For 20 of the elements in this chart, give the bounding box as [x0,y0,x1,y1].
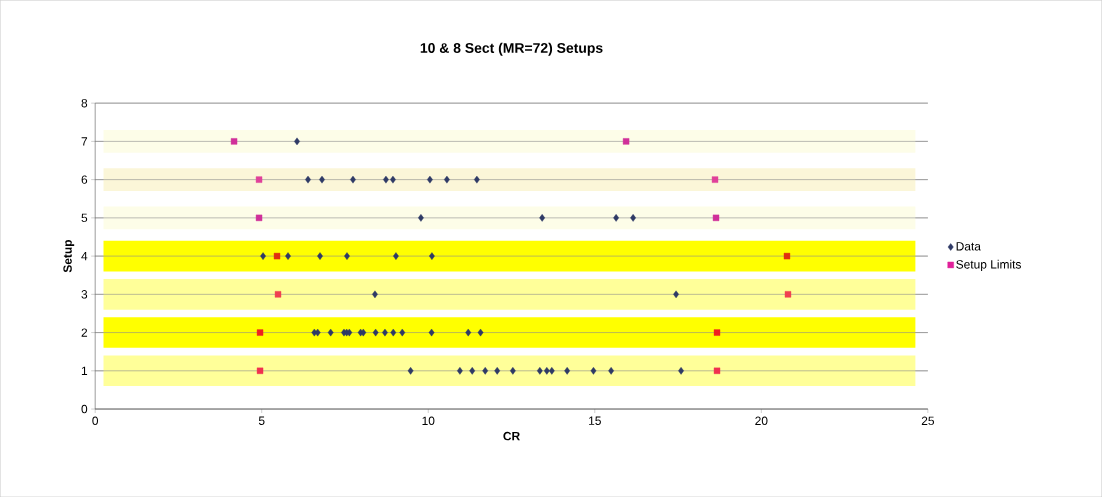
x-tick-label: 10 [422,416,435,425]
y-axis-title: Setup [63,239,75,273]
x-tick-label: 25 [921,416,935,425]
y-tick-label: 2 [81,328,88,337]
x-tick-label: 0 [92,416,99,425]
x-axis-title: CR [503,431,520,441]
x-tick-label: 5 [258,416,265,425]
y-tick-label: 4 [81,251,88,261]
y-tick-label: 8 [81,98,88,108]
chart-title: 10 & 8 Sect (MR=72) Setups [420,42,603,56]
y-tick-label: 1 [81,366,88,375]
x-tick-label: 15 [589,416,601,425]
x-tick-label: 20 [755,416,768,425]
y-tick-label: 5 [81,213,88,222]
y-tick-label: 7 [81,137,88,146]
legend-label: Data [956,242,981,251]
y-tick-label: 6 [81,175,88,184]
legend-label: Setup Limits [956,259,1021,271]
y-tick-label: 3 [81,290,88,299]
y-tick-label: 0 [81,404,88,414]
